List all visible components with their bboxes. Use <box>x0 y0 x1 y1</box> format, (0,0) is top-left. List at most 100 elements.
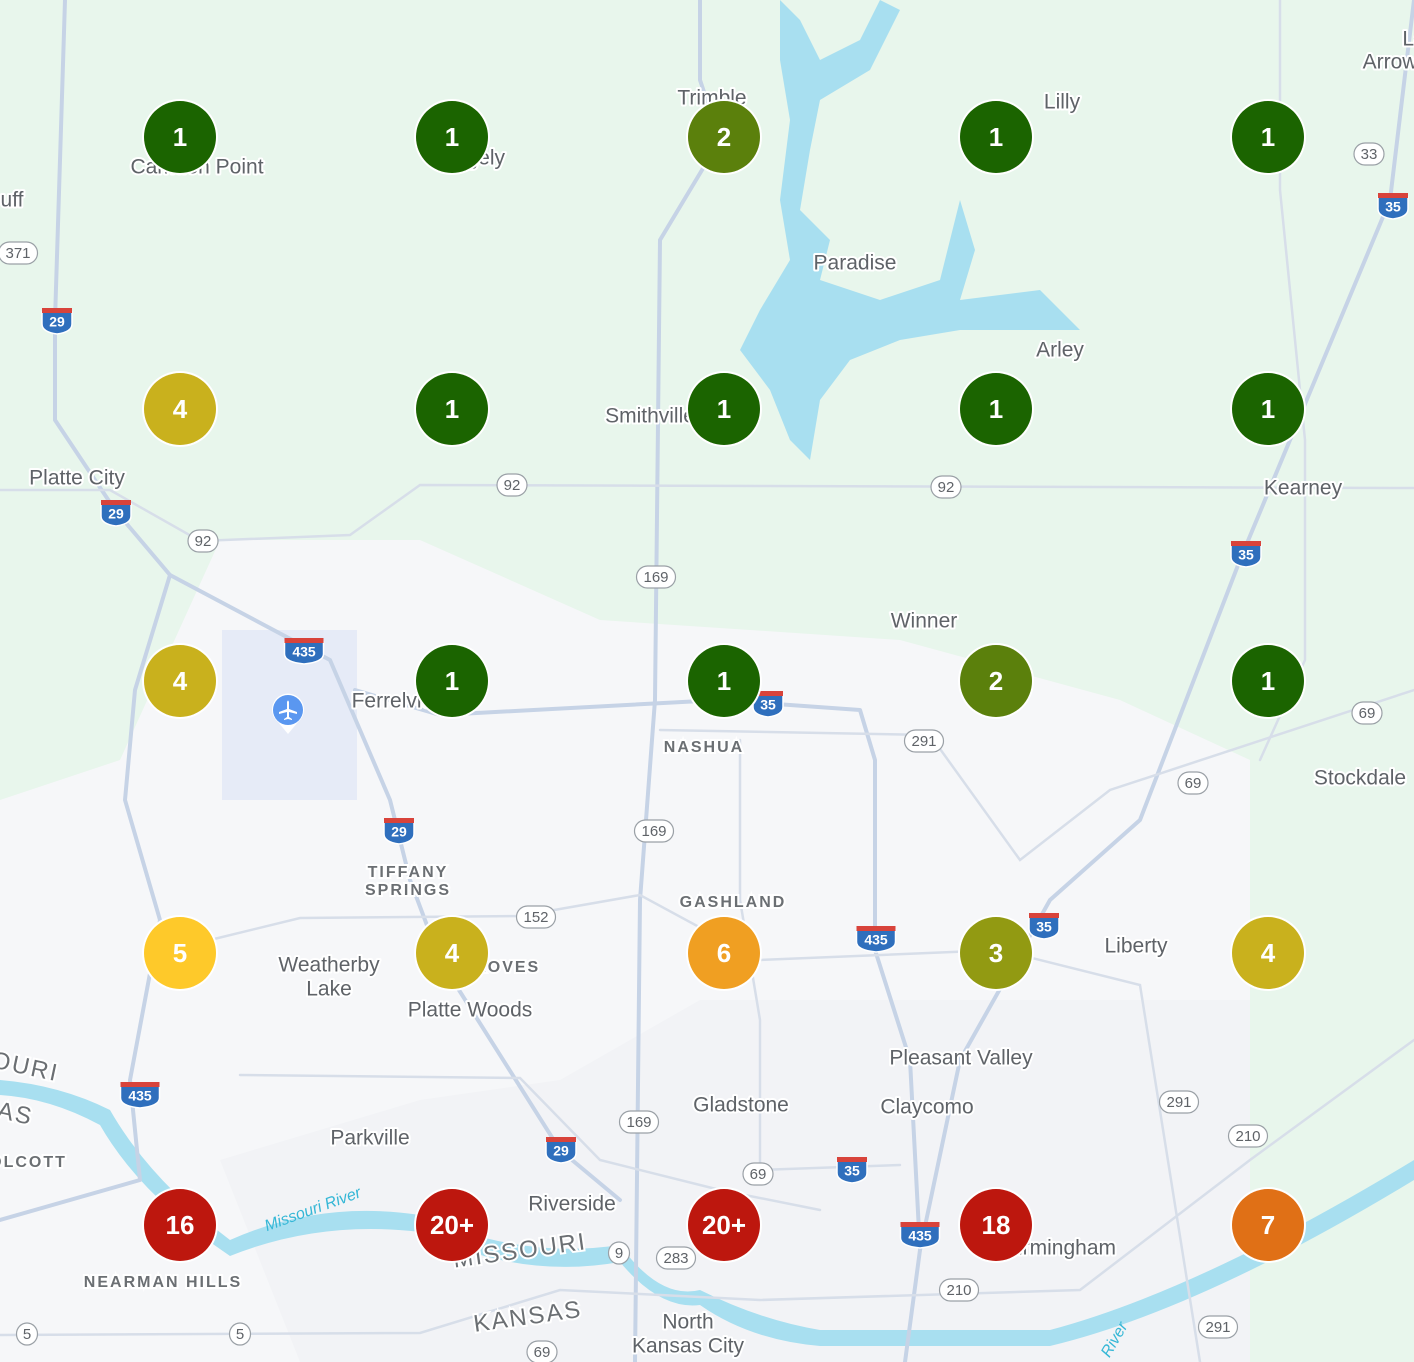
cluster-count: 2 <box>989 666 1003 696</box>
interstate-shield: 29 <box>545 1137 577 1164</box>
cluster-fill <box>416 917 488 989</box>
cluster-marker[interactable]: 1 <box>958 99 1034 175</box>
shield-label: 69 <box>534 1344 551 1361</box>
cluster-marker[interactable]: 1 <box>958 371 1034 447</box>
cluster-marker[interactable]: 2 <box>686 99 762 175</box>
shield-shape <box>930 475 962 499</box>
route-shield: 69 <box>526 1340 558 1362</box>
shield-shape <box>938 1278 980 1302</box>
shield-label: 210 <box>1235 1128 1260 1145</box>
cluster-fill <box>416 645 488 717</box>
interstate-shield: 35 <box>1230 541 1262 568</box>
shield-top <box>1029 913 1059 918</box>
shield-label: 435 <box>128 1088 152 1104</box>
route-shield: 169 <box>635 565 677 589</box>
airport-icon[interactable] <box>272 693 304 734</box>
cluster-marker[interactable]: 3 <box>958 915 1034 991</box>
shield-label: 33 <box>1361 146 1378 163</box>
cluster-marker[interactable]: 1 <box>414 643 490 719</box>
shield-shape <box>100 503 132 527</box>
route-shield: 283 <box>655 1246 697 1270</box>
cluster-marker[interactable]: 4 <box>1230 915 1306 991</box>
place-label: Liberty <box>1104 935 1168 958</box>
shield-top <box>42 308 72 313</box>
shield-shape <box>41 311 73 335</box>
clusters: 1 1 2 1 1 4 1 1 1 1 4 1 1 2 1 5 4 6 3 4 16 20+ 20+ 18 7 <box>142 99 1306 1263</box>
cluster-count: 16 <box>166 1210 195 1240</box>
place-label: Stockdale <box>1314 767 1406 790</box>
shield-top <box>284 638 324 643</box>
shield-top <box>546 1137 576 1142</box>
place-label: Parkville <box>330 1127 409 1150</box>
place-label: Smithville <box>605 405 695 428</box>
cluster-marker[interactable]: 1 <box>142 99 218 175</box>
cluster-fill <box>1232 1189 1304 1261</box>
cluster-count: 18 <box>982 1210 1011 1240</box>
shield-label: 92 <box>938 479 955 496</box>
shield-label: 210 <box>946 1282 971 1299</box>
cluster-fill <box>688 917 760 989</box>
cluster-fill <box>960 373 1032 445</box>
route-shield: 92 <box>930 475 962 499</box>
road <box>658 688 1414 862</box>
place-label: GASHLAND <box>680 894 787 911</box>
shield-shape <box>1377 196 1409 220</box>
route-shield: 152 <box>515 905 557 929</box>
shield-label: 9 <box>615 1245 623 1262</box>
route-shield: 69 <box>742 1162 774 1186</box>
cluster-count: 7 <box>1261 1210 1275 1240</box>
interstate-shield: 435 <box>283 638 325 665</box>
shield-label: 291 <box>911 733 936 750</box>
cluster-marker[interactable]: 16 <box>142 1187 218 1263</box>
shield-shape <box>1227 1124 1269 1148</box>
cluster-count: 1 <box>1261 666 1275 696</box>
shield-top <box>753 691 783 696</box>
cluster-marker[interactable]: 5 <box>142 915 218 991</box>
shield-shape <box>545 1140 577 1164</box>
shield-label: 35 <box>1036 919 1052 935</box>
place-label: Kansas City <box>632 1335 745 1358</box>
cluster-fill <box>1232 101 1304 173</box>
cluster-marker[interactable]: 1 <box>1230 99 1306 175</box>
cluster-marker[interactable]: 4 <box>414 915 490 991</box>
cluster-marker[interactable]: 20+ <box>686 1187 762 1263</box>
shield-label: 5 <box>23 1326 31 1343</box>
cluster-marker[interactable]: 20+ <box>414 1187 490 1263</box>
cluster-marker[interactable]: 7 <box>1230 1187 1306 1263</box>
cluster-marker[interactable]: 18 <box>958 1187 1034 1263</box>
cluster-marker[interactable]: 1 <box>1230 643 1306 719</box>
cluster-marker[interactable]: 1 <box>414 371 490 447</box>
shield-shape <box>655 1246 697 1270</box>
route-shield: 69 <box>1351 701 1383 725</box>
cluster-marker[interactable]: 6 <box>686 915 762 991</box>
cluster-marker[interactable]: 1 <box>1230 371 1306 447</box>
place-label: NEARMAN HILLS <box>84 1274 242 1291</box>
cluster-marker[interactable]: 1 <box>414 99 490 175</box>
cluster-count: 3 <box>989 938 1003 968</box>
cluster-marker[interactable]: 4 <box>142 371 218 447</box>
interstate-shield: 435 <box>899 1222 941 1249</box>
interstate-shield: 29 <box>383 818 415 845</box>
cluster-marker[interactable]: 4 <box>142 643 218 719</box>
shield-top <box>384 818 414 823</box>
cluster-marker[interactable]: 1 <box>686 643 762 719</box>
interstate-shield: 435 <box>855 926 897 953</box>
cluster-fill <box>1232 645 1304 717</box>
cluster-fill <box>960 645 1032 717</box>
cluster-fill <box>960 917 1032 989</box>
cluster-marker[interactable]: 2 <box>958 643 1034 719</box>
place-label: Weatherby <box>278 954 380 977</box>
shield-label: 35 <box>760 697 776 713</box>
shield-label: 435 <box>864 932 888 948</box>
cluster-count: 1 <box>717 394 731 424</box>
shield-shape <box>515 905 557 929</box>
cluster-marker[interactable]: 1 <box>686 371 762 447</box>
urban-area <box>220 1000 1250 1362</box>
route-shield: 371 <box>0 241 39 265</box>
cluster-count: 1 <box>445 122 459 152</box>
road <box>0 483 1414 543</box>
road <box>0 573 172 1222</box>
shield-shape <box>618 1110 660 1134</box>
shield-shape <box>1158 1090 1200 1114</box>
cluster-count: 4 <box>1261 938 1276 968</box>
